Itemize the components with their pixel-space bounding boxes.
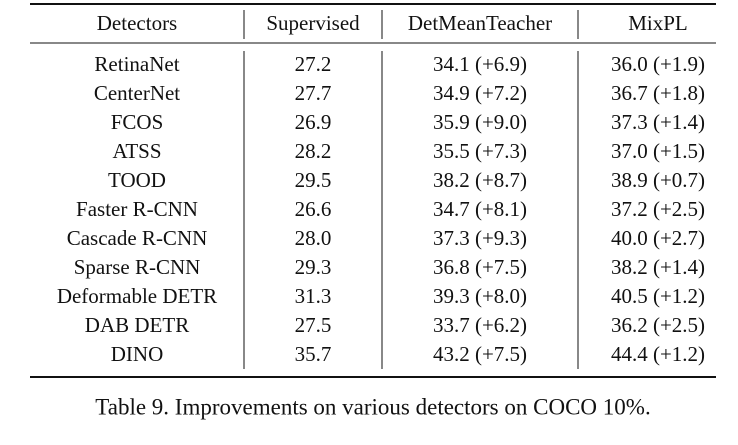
cell: 35.7 bbox=[295, 342, 332, 366]
column-header: Detectors bbox=[97, 11, 177, 35]
cell: 36.8 (+7.5) bbox=[433, 255, 527, 279]
cell: 29.3 bbox=[295, 255, 332, 279]
cell: 28.2 bbox=[295, 139, 332, 163]
row-label: CenterNet bbox=[94, 81, 180, 105]
cell: 34.7 (+8.1) bbox=[433, 197, 527, 221]
cell: 35.9 (+9.0) bbox=[433, 110, 527, 134]
cell: 37.0 (+1.5) bbox=[611, 139, 705, 163]
row-label: Cascade R-CNN bbox=[67, 226, 208, 250]
cell: 27.7 bbox=[295, 81, 332, 105]
cell: 37.3 (+1.4) bbox=[611, 110, 705, 134]
cell: 33.7 (+6.2) bbox=[433, 313, 527, 337]
cell: 40.5 (+1.2) bbox=[611, 284, 705, 308]
cell: 37.2 (+2.5) bbox=[611, 197, 705, 221]
cell: 35.5 (+7.3) bbox=[433, 139, 527, 163]
row-label: Deformable DETR bbox=[57, 284, 217, 308]
cell: 27.5 bbox=[295, 313, 332, 337]
column-header: Supervised bbox=[266, 11, 360, 35]
row-label: ATSS bbox=[112, 139, 161, 163]
row-label: FCOS bbox=[111, 110, 164, 134]
row-label: Faster R-CNN bbox=[76, 197, 198, 221]
cell: 27.2 bbox=[295, 52, 332, 76]
row-label: Sparse R-CNN bbox=[74, 255, 201, 279]
cell: 37.3 (+9.3) bbox=[433, 226, 527, 250]
cell: 38.2 (+8.7) bbox=[433, 168, 527, 192]
cell: 38.9 (+0.7) bbox=[611, 168, 705, 192]
row-label: RetinaNet bbox=[94, 52, 179, 76]
cell: 44.4 (+1.2) bbox=[611, 342, 705, 366]
cell: 28.0 bbox=[295, 226, 332, 250]
caption: Table 9. Improvements on various detecto… bbox=[95, 394, 650, 419]
cell: 29.5 bbox=[295, 168, 332, 192]
column-header: DetMeanTeacher bbox=[408, 11, 552, 35]
cell: 36.7 (+1.8) bbox=[611, 81, 705, 105]
cell: 26.6 bbox=[295, 197, 332, 221]
cell: 31.3 bbox=[295, 284, 332, 308]
row-label: DAB DETR bbox=[85, 313, 189, 337]
cell: 36.0 (+1.9) bbox=[611, 52, 705, 76]
cell: 40.0 (+2.7) bbox=[611, 226, 705, 250]
cell: 34.1 (+6.9) bbox=[433, 52, 527, 76]
cell: 43.2 (+7.5) bbox=[433, 342, 527, 366]
column-header: MixPL bbox=[628, 11, 688, 35]
row-label: TOOD bbox=[108, 168, 166, 192]
cell: 38.2 (+1.4) bbox=[611, 255, 705, 279]
cell: 34.9 (+7.2) bbox=[433, 81, 527, 105]
cell: 26.9 bbox=[295, 110, 332, 134]
row-label: DINO bbox=[111, 342, 164, 366]
cell: 39.3 (+8.0) bbox=[433, 284, 527, 308]
cell: 36.2 (+2.5) bbox=[611, 313, 705, 337]
